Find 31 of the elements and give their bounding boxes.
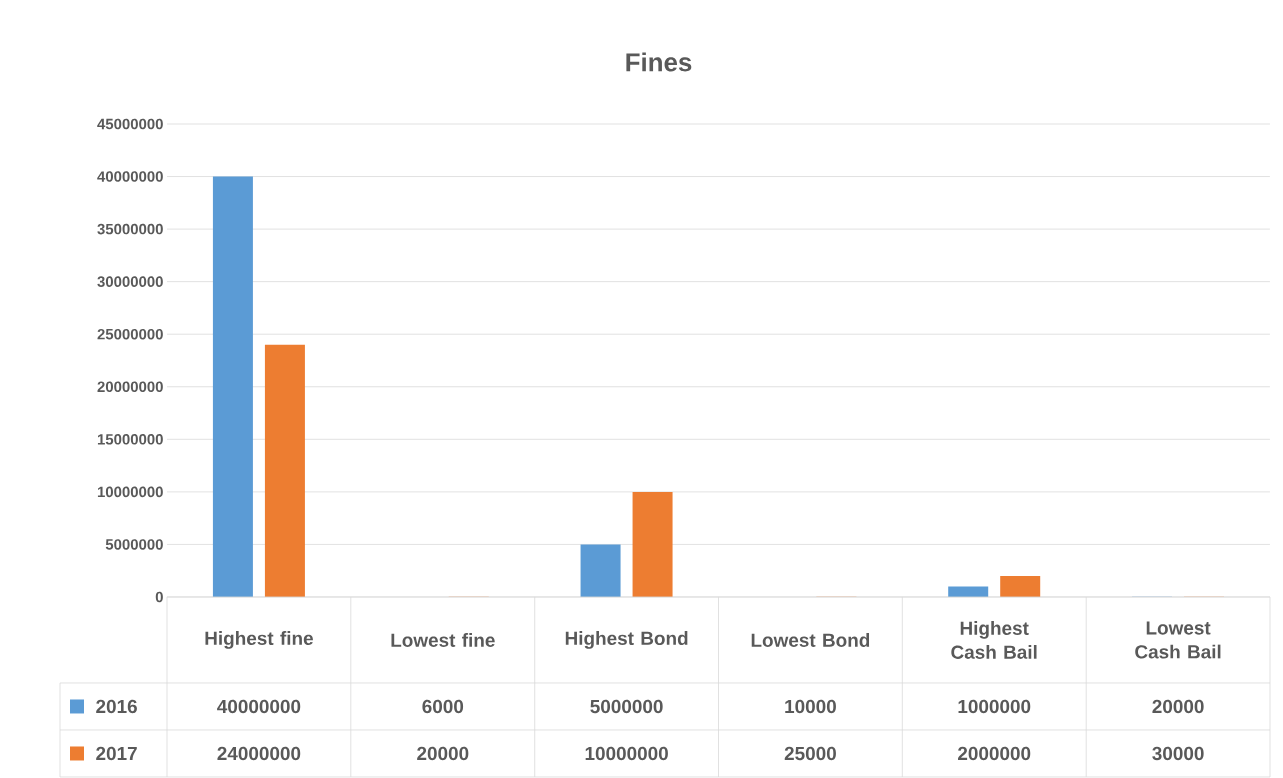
legend-label: 2016	[96, 699, 137, 714]
data-label: 30000	[1152, 746, 1204, 761]
data-label: 20000	[1152, 699, 1204, 714]
data-label: 10000	[785, 699, 836, 714]
y-tick-label: 0	[155, 591, 163, 603]
data-label: 10000000	[585, 746, 668, 761]
y-tick-label: 25000000	[97, 328, 163, 340]
x-tick-label: Highest fine	[205, 631, 313, 649]
data-label: 2000000	[958, 746, 1031, 761]
data-label: 5000000	[590, 699, 663, 714]
legend-label: 2017	[96, 746, 137, 761]
x-tick-label: Lowest Bond	[751, 633, 870, 647]
y-tick-label: 10000000	[97, 486, 163, 498]
y-tick-label: 5000000	[105, 539, 163, 550]
data-label: 25000	[784, 746, 836, 761]
x-tick-label: Lowest fine	[391, 633, 495, 647]
y-tick-label: 15000000	[97, 434, 163, 445]
data-label: 20000	[417, 746, 469, 761]
x-tick-label: Lowest Cash Bail	[1135, 621, 1221, 659]
chart-title: Fines	[626, 52, 692, 72]
x-tick-label: Highest Bond	[565, 631, 688, 649]
y-tick-label: 35000000	[97, 223, 163, 235]
x-tick-label: Highest Cash Bail	[951, 621, 1037, 659]
data-label: 1000000	[958, 699, 1031, 714]
data-label: 6000	[422, 699, 464, 714]
y-tick-label: 20000000	[97, 381, 163, 393]
y-tick-label: 45000000	[97, 118, 163, 130]
y-tick-label: 40000000	[97, 171, 163, 182]
data-label: 24000000	[217, 746, 301, 761]
y-tick-label: 30000000	[97, 276, 163, 287]
data-label: 40000000	[217, 699, 301, 714]
